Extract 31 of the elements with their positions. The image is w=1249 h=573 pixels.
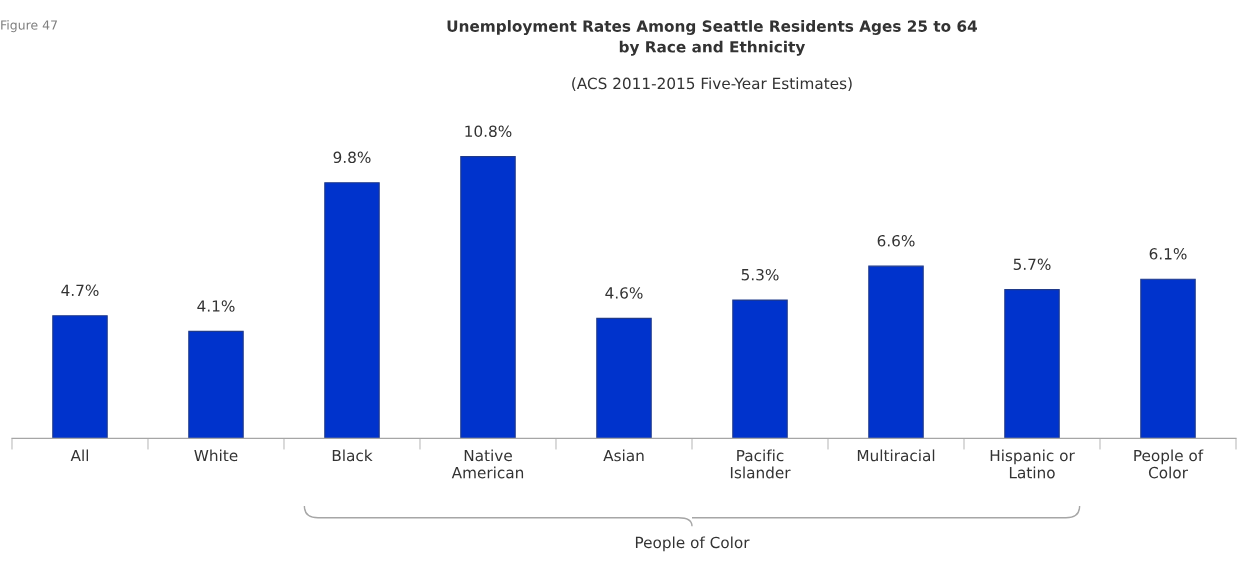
data-label: 6.6% <box>877 235 915 247</box>
bar <box>324 182 380 439</box>
data-label: 6.1% <box>1149 248 1187 260</box>
x-tick-label: Asian <box>603 449 644 462</box>
data-label: 9.8% <box>333 151 371 164</box>
data-label: 10.8% <box>465 125 512 137</box>
bar <box>52 315 108 439</box>
bar <box>868 265 924 439</box>
data-label: 4.6% <box>605 287 643 299</box>
x-tick-label: White <box>194 449 238 462</box>
chart-title: Unemployment Rates Among Seattle Residents Ages 25 to 64 by Race and Ethnicity <box>447 20 977 56</box>
x-tick-label: Native American <box>451 449 524 479</box>
data-label: 5.3% <box>741 268 779 281</box>
x-tick-label: Black <box>332 449 373 462</box>
bar <box>188 330 244 439</box>
x-tick-label: Pacific Islander <box>730 449 791 479</box>
x-tick-label: Hispanic or Latino <box>990 449 1075 479</box>
data-label: 4.7% <box>61 284 99 297</box>
x-tick-label: All <box>70 449 89 462</box>
caption: Figure 47 <box>1 20 57 33</box>
text: People of Color <box>635 536 750 552</box>
bar <box>596 317 652 439</box>
chart-subtitle: (ACS 2011-2015 Five-Year Estimates) <box>572 77 852 91</box>
bar <box>1004 289 1060 439</box>
data-label: 5.7% <box>1013 258 1051 271</box>
x-tick-label: Multiracial <box>857 449 935 462</box>
x-tick-label: People of Color <box>1134 449 1204 479</box>
bar <box>732 299 788 439</box>
bar <box>460 156 516 439</box>
bar <box>1140 278 1196 439</box>
data-label: 4.1% <box>197 300 235 312</box>
